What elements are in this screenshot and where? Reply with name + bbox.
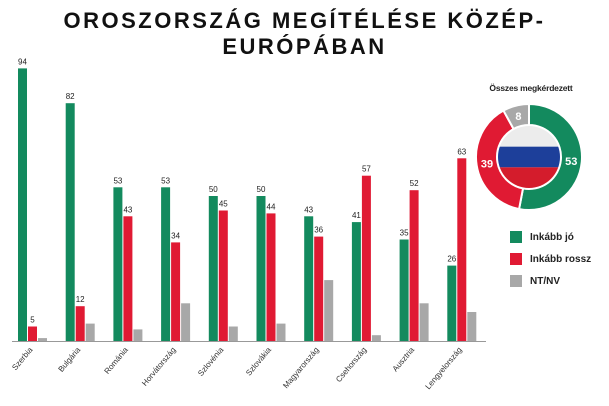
- category-label: Lengyelország: [423, 346, 463, 392]
- bar-good: [304, 216, 314, 341]
- bar-nt: [324, 280, 334, 341]
- data-label: 82: [66, 92, 75, 101]
- category-label: Horvátország: [140, 346, 177, 388]
- category-label: Szlovénia: [196, 345, 226, 378]
- donut-slice: [475, 109, 525, 211]
- data-label: 5: [30, 316, 35, 325]
- bar-nt: [228, 326, 238, 341]
- bar-good: [161, 187, 171, 341]
- bar-bad: [457, 158, 467, 341]
- bar-nt: [467, 312, 477, 341]
- data-label: 94: [18, 57, 27, 66]
- data-label: 52: [410, 179, 419, 188]
- category-label: Csehország: [334, 346, 368, 384]
- category-label: Magyarország: [281, 346, 320, 391]
- bar-nt: [133, 329, 143, 341]
- legend-item-good: Inkább jó: [510, 226, 591, 248]
- page-title: OROSZORSZÁG MEGÍTÉLÉSE KÖZÉP-EURÓPÁBAN: [63, 8, 546, 59]
- donut-label: 53: [565, 156, 577, 168]
- legend-label: NT/NV: [530, 275, 560, 287]
- legend-swatch-nt: [510, 275, 522, 287]
- bar-nt: [276, 323, 286, 341]
- data-label: 53: [113, 176, 122, 185]
- bar-nt: [181, 303, 191, 341]
- data-label: 34: [171, 231, 180, 240]
- data-label: 45: [219, 200, 228, 209]
- bar-bad: [75, 306, 85, 341]
- bar-nt: [38, 338, 47, 341]
- bar-good: [351, 222, 361, 341]
- bar-good: [447, 265, 457, 341]
- bar-bad: [123, 216, 133, 341]
- bar-good: [208, 196, 218, 341]
- data-label: 35: [400, 229, 409, 238]
- data-label: 26: [447, 255, 456, 264]
- legend-item-nt: NT/NV: [510, 270, 591, 292]
- category-label: Bulgária: [56, 345, 82, 374]
- donut-label: 39: [481, 159, 493, 171]
- bar-chart: 94 5 Szerbia 82 12 Bulgária 53 43 Románia 53 34 Hor…: [10, 57, 486, 391]
- data-label: 50: [209, 185, 218, 194]
- legend-swatch-good: [510, 231, 522, 243]
- legend-swatch-bad: [510, 253, 522, 265]
- legend: Inkább jó Inkább rossz NT/NV: [510, 226, 591, 292]
- data-label: 50: [257, 185, 266, 194]
- bar-bad: [218, 210, 228, 341]
- category-label: Szerbia: [10, 345, 35, 372]
- legend-item-bad: Inkább rossz: [510, 248, 591, 270]
- bar-nt: [371, 335, 381, 341]
- data-label: 43: [304, 205, 313, 214]
- data-label: 53: [161, 176, 170, 185]
- donut-slice: [502, 102, 530, 131]
- bar-good: [256, 196, 266, 341]
- bar-good: [18, 68, 27, 342]
- bar-bad: [266, 213, 276, 341]
- bar-bad: [361, 175, 371, 341]
- donut-slice: [517, 102, 583, 211]
- data-label: 63: [457, 147, 466, 156]
- bar-nt: [419, 303, 429, 341]
- category-label: Románia: [102, 345, 130, 376]
- pie-title: Összes megkérdezett: [489, 83, 573, 93]
- data-label: 43: [123, 205, 132, 214]
- legend-label: Inkább jó: [530, 231, 574, 243]
- data-label: 44: [267, 202, 276, 211]
- bar-bad: [314, 236, 324, 341]
- category-label: Szlovákia: [244, 345, 273, 377]
- data-label: 36: [314, 226, 323, 235]
- russia-flag-icon: [498, 126, 560, 188]
- bar-good: [113, 187, 123, 341]
- bar-good: [399, 239, 409, 341]
- data-label: 41: [352, 211, 361, 220]
- data-label: 57: [362, 165, 371, 174]
- bar-bad: [28, 326, 37, 341]
- legend-label: Inkább rossz: [530, 253, 592, 265]
- donut-label: 8: [515, 111, 521, 123]
- donut-chart: 53 39 8: [475, 102, 583, 211]
- bar-good: [65, 103, 75, 341]
- bar-nt: [85, 323, 95, 341]
- category-label: Ausztria: [391, 345, 417, 373]
- bar-bad: [409, 190, 419, 341]
- data-label: 12: [76, 295, 85, 304]
- bar-bad: [171, 242, 181, 341]
